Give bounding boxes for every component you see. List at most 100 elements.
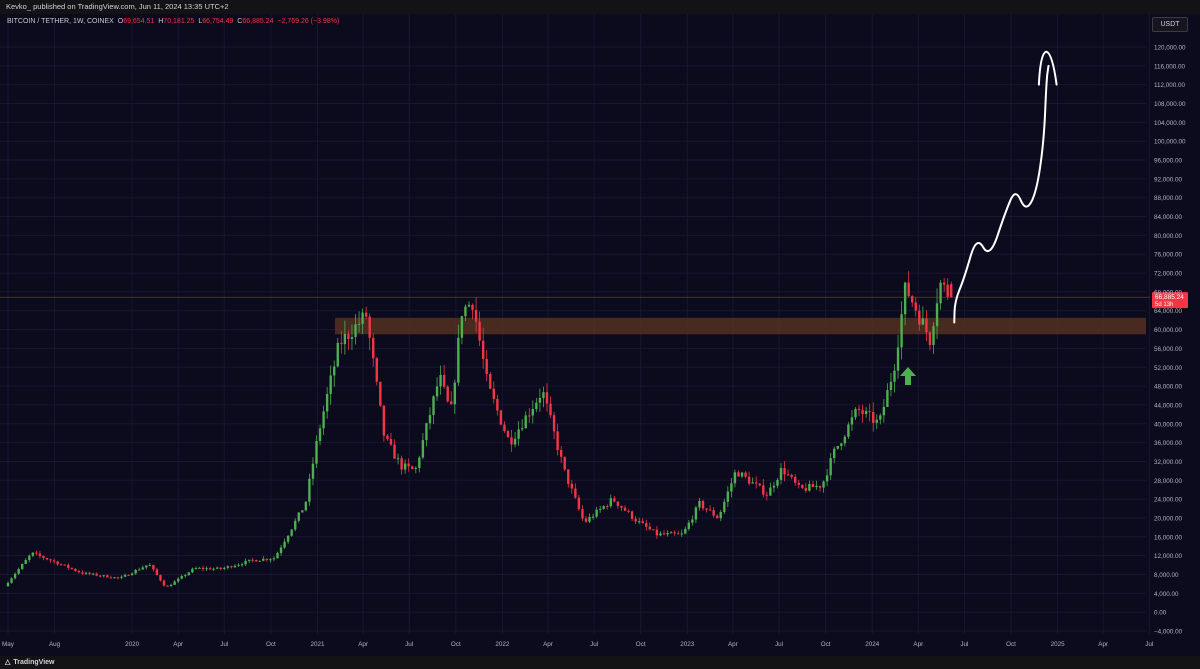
candle-body (457, 337, 460, 383)
candle-body (627, 510, 630, 512)
candle-body (556, 431, 559, 451)
candle-body (843, 436, 847, 444)
candle-body (38, 553, 42, 557)
candle-body (88, 572, 91, 575)
chart-area[interactable] (0, 14, 1200, 656)
candle-body (56, 561, 59, 565)
candle-body (70, 567, 74, 569)
candle-body (659, 533, 662, 536)
candle-body (559, 450, 563, 457)
candle-body (28, 555, 31, 560)
candle-body (354, 324, 357, 338)
candle-body (606, 506, 609, 508)
time-tick-label: Oct (266, 641, 276, 648)
candle-body (474, 309, 478, 322)
price-tick-label: 0.00 (1154, 610, 1167, 617)
candle-body (343, 333, 347, 345)
candle-body (864, 411, 868, 415)
candle-body (829, 458, 832, 476)
candle-body (950, 284, 953, 298)
candle-body (886, 390, 889, 407)
time-tick-label: Apr (543, 641, 553, 648)
candle-body (286, 535, 290, 542)
symbol-name: BITCOIN / TETHER, 1W, COINEX (7, 18, 114, 25)
candle-body (804, 487, 808, 491)
candle-body (567, 469, 570, 484)
candle-body (538, 398, 542, 403)
candle-body (797, 482, 800, 485)
currency-badge[interactable]: USDT (1152, 17, 1188, 32)
symbol-legend[interactable]: BITCOIN / TETHER, 1W, COINEX O69,654.51 … (7, 18, 339, 25)
candle-body (205, 568, 208, 570)
candle-body (535, 402, 538, 410)
candle-body (311, 463, 315, 479)
projection-path (953, 64, 1050, 324)
candle-body (251, 559, 254, 561)
candle-body (91, 573, 95, 575)
candle-body (808, 483, 811, 491)
price-tick-label: 76,000.00 (1154, 252, 1183, 259)
candle-body (361, 312, 364, 324)
candle-body (130, 573, 134, 576)
candle-body (712, 510, 715, 516)
current-price-badge (1152, 292, 1188, 309)
projection-arrowhead (1037, 50, 1058, 86)
candle-body (840, 443, 843, 446)
candle-body (613, 498, 616, 502)
price-tick-label: 4,000.00 (1154, 591, 1179, 598)
price-tick-label: 60,000.00 (1154, 327, 1183, 334)
candle-body (386, 435, 389, 440)
candle-body (364, 312, 368, 317)
support-arrow-icon (900, 367, 916, 386)
time-tick-label: Oct (1006, 641, 1016, 648)
candle-body (301, 510, 304, 513)
candle-body (244, 560, 247, 565)
candle-body (872, 412, 875, 423)
candle-body (84, 572, 88, 574)
time-tick-label: Jul (220, 641, 228, 648)
price-tick-label: 108,000.00 (1154, 101, 1186, 108)
candle-body (169, 584, 173, 587)
candle-body (269, 559, 272, 561)
candle-body (935, 303, 939, 327)
tradingview-logo[interactable]: △ TradingView (5, 656, 55, 669)
time-tick-label: Jul (1145, 641, 1153, 648)
candle-body (106, 575, 109, 578)
candle-body (67, 564, 70, 568)
candle-body (439, 375, 442, 387)
candle-body (208, 568, 212, 570)
candle-body (194, 568, 198, 570)
candle-body (900, 314, 903, 348)
candle-body (297, 512, 300, 521)
time-tick-label: Jul (405, 641, 413, 648)
price-tick-label: 80,000.00 (1154, 233, 1183, 240)
price-tick-label: 16,000.00 (1154, 534, 1183, 541)
candle-body (159, 575, 162, 581)
candle-body (148, 565, 152, 567)
candle-body (262, 558, 265, 561)
candle-body (396, 458, 400, 460)
price-tick-label: 44,000.00 (1154, 402, 1183, 409)
candle-body (911, 296, 914, 303)
candle-body (581, 509, 584, 519)
time-tick-label: 2020 (125, 641, 140, 648)
candle-body (308, 478, 311, 502)
price-axis: 120,000.00 116,000.00 112,000.00 108,000.00… (1154, 45, 1186, 636)
candle-body (155, 569, 159, 576)
candle-body (407, 463, 410, 467)
candle-body (786, 474, 790, 476)
price-tick-label: 84,000.00 (1154, 214, 1183, 221)
candle-body (432, 396, 435, 416)
time-tick-label: Apr (173, 641, 183, 648)
candle-body (655, 529, 659, 536)
candle-body (152, 565, 155, 570)
candle-body (545, 392, 549, 404)
candle-body (24, 559, 27, 564)
candle-body (769, 487, 772, 496)
candle-body (212, 568, 215, 570)
candle-body (506, 431, 510, 438)
time-tick-label: Aug (49, 641, 61, 648)
candle-body (74, 568, 77, 571)
price-tick-label: 56,000.00 (1154, 346, 1183, 353)
